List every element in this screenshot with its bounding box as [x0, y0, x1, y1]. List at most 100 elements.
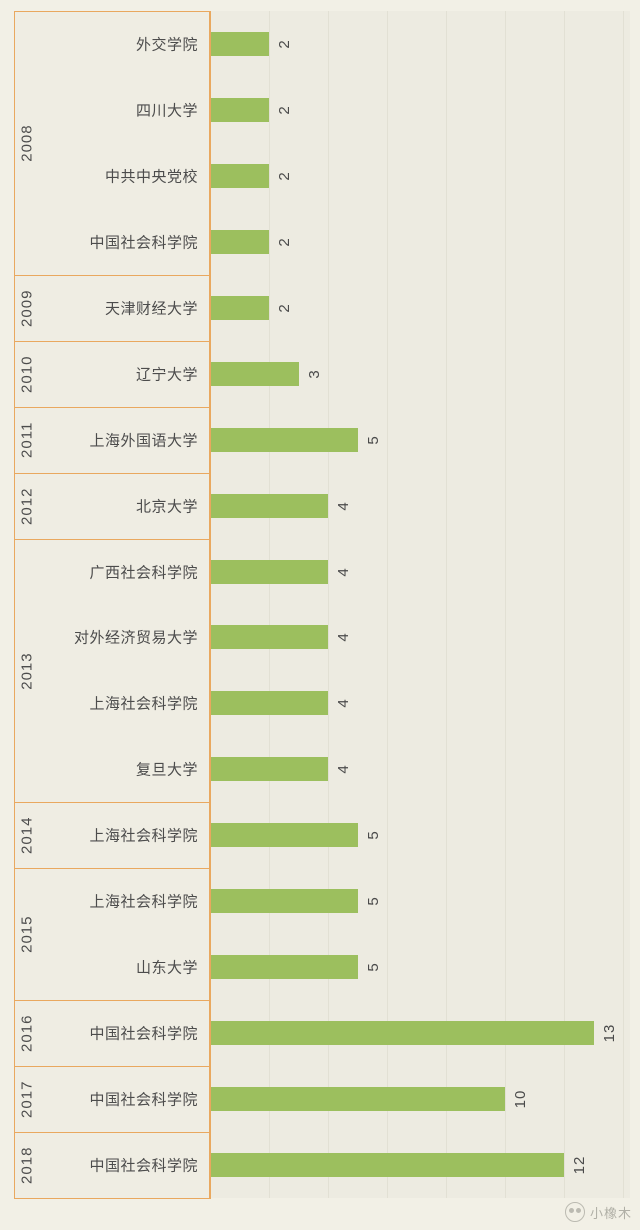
bar-row[interactable]: 中国社会科学院 12: [0, 1132, 640, 1198]
bar[interactable]: [210, 361, 299, 386]
group-separator: [14, 274, 211, 276]
bar[interactable]: [210, 493, 328, 518]
bar-value-label: 4: [335, 566, 352, 577]
gridline: [387, 11, 388, 1198]
bar[interactable]: [210, 163, 269, 188]
bar[interactable]: [210, 1087, 505, 1112]
bar-value-label: 3: [305, 369, 323, 379]
bar[interactable]: [210, 823, 358, 848]
bar-value-label: 4: [335, 632, 352, 643]
bar-value-label: 4: [335, 500, 352, 511]
category-label: 外交学院: [135, 36, 198, 54]
year-group-tick: [14, 1000, 15, 1067]
bar-value-label: 4: [335, 764, 352, 775]
bar-row[interactable]: 上海社会科学院 5: [0, 802, 640, 868]
category-label: 中国社会科学院: [89, 1157, 198, 1175]
chart-top-border: [14, 11, 211, 12]
bar-row[interactable]: 中国社会科学院 2: [0, 209, 640, 275]
category-label-wrap: 上海社会科学院: [26, 802, 198, 868]
category-label-wrap: 中国社会科学院: [26, 1132, 198, 1198]
bar[interactable]: [210, 559, 328, 584]
year-group-label: 2009: [18, 289, 36, 327]
bar-row[interactable]: 中国社会科学院 10: [0, 1066, 640, 1132]
bar-row[interactable]: 对外经济贸易大学 4: [0, 605, 640, 671]
bar[interactable]: [210, 1153, 564, 1178]
group-separator: [14, 538, 211, 540]
category-label-wrap: 天津财经大学: [26, 275, 198, 341]
group-separator: [14, 1066, 211, 1068]
bar-row[interactable]: 天津财经大学 2: [0, 275, 640, 341]
year-group-tick: [14, 340, 15, 407]
bar-row[interactable]: 山东大学 5: [0, 934, 640, 1000]
bar[interactable]: [210, 427, 358, 452]
category-label-wrap: 外交学院: [26, 11, 198, 77]
bar-row[interactable]: 广西社会科学院 4: [0, 539, 640, 605]
gridline: [446, 11, 447, 1198]
bar[interactable]: [210, 889, 358, 914]
bar-row[interactable]: 上海社会科学院 5: [0, 868, 640, 934]
bar-value-label: 2: [276, 171, 293, 181]
bar-row[interactable]: 上海社会科学院 4: [0, 670, 640, 736]
bar-row[interactable]: 中共中央党校 2: [0, 143, 640, 209]
bar-value-label: 5: [364, 896, 382, 906]
year-group-label: 2013: [18, 651, 36, 690]
watermark: 小橡木: [564, 1202, 632, 1222]
group-separator: [14, 472, 211, 474]
gridline: [505, 11, 506, 1198]
category-label-wrap: 上海社会科学院: [26, 868, 198, 934]
gridline: [269, 11, 270, 1198]
bar[interactable]: [210, 31, 269, 56]
bar[interactable]: [210, 295, 269, 320]
bar[interactable]: [210, 229, 269, 254]
category-label-wrap: 中共中央党校: [26, 143, 198, 209]
group-separator: [14, 340, 211, 342]
bar[interactable]: [210, 1021, 594, 1046]
bar-value-label: 5: [364, 962, 382, 972]
bar-row[interactable]: 北京大学 4: [0, 473, 640, 539]
bar[interactable]: [210, 97, 269, 122]
bar-row[interactable]: 外交学院 2: [0, 11, 640, 77]
bar-value-label: 2: [276, 237, 293, 247]
bar-row[interactable]: 中国社会科学院 13: [0, 1000, 640, 1066]
year-group-tick: [14, 11, 15, 275]
category-label: 对外经济贸易大学: [73, 629, 198, 647]
year-group-label: 2010: [18, 355, 36, 393]
category-label-wrap: 中国社会科学院: [26, 1000, 198, 1066]
category-label-wrap: 山东大学: [26, 934, 198, 1000]
category-label: 山东大学: [135, 959, 198, 977]
category-label-wrap: 辽宁大学: [26, 341, 198, 407]
bar-value-label: 13: [600, 1023, 618, 1043]
year-group-label: 2011: [18, 421, 36, 458]
category-label-wrap: 对外经济贸易大学: [26, 605, 198, 671]
bar-row[interactable]: 复旦大学 4: [0, 736, 640, 802]
year-group-label: 2012: [18, 486, 36, 525]
category-label-wrap: 中国社会科学院: [26, 209, 198, 275]
category-label-wrap: 上海社会科学院: [26, 670, 198, 736]
bar-row[interactable]: 辽宁大学 3: [0, 341, 640, 407]
year-group-label: 2018: [18, 1146, 36, 1184]
gridline: [564, 11, 565, 1198]
wechat-logo-icon: [564, 1202, 585, 1222]
bar-value-label: 2: [276, 303, 293, 313]
category-label-wrap: 北京大学: [26, 473, 198, 539]
year-group-tick: [14, 472, 15, 539]
bar-row[interactable]: 四川大学 2: [0, 77, 640, 143]
watermark-label: 小橡木: [589, 1205, 632, 1221]
group-separator: [14, 406, 211, 408]
bar[interactable]: [210, 691, 328, 716]
category-label: 广西社会科学院: [89, 564, 198, 582]
bar[interactable]: [210, 757, 328, 782]
group-separator: [14, 1198, 211, 1199]
bar-row[interactable]: 上海外国语大学 5: [0, 407, 640, 473]
bar-value-label: 2: [276, 39, 293, 49]
bar-value-label: 4: [335, 698, 352, 709]
category-label: 上海外国语大学: [89, 432, 198, 450]
category-label: 复旦大学: [135, 761, 198, 779]
year-group-tick: [14, 1132, 15, 1198]
category-label: 上海社会科学院: [89, 893, 198, 911]
bar[interactable]: [210, 625, 328, 650]
bar[interactable]: [210, 955, 358, 980]
year-group-tick: [14, 406, 15, 473]
group-separator: [14, 1000, 211, 1002]
